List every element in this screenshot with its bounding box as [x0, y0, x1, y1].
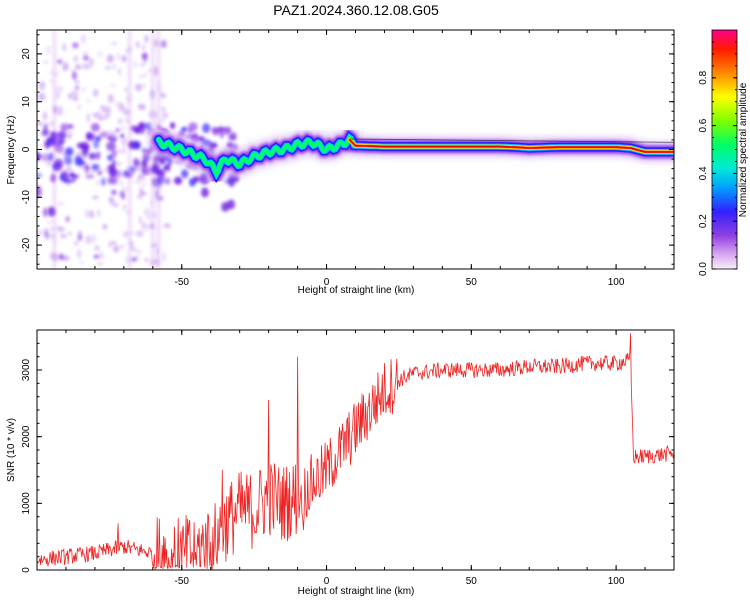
colorbar-label: Normalized spectral amplitude [738, 82, 749, 217]
spectrogram-xlabel: Height of straight line (km) [298, 285, 415, 296]
colorbar-tick-label: 0.8 [698, 70, 709, 84]
snr-line [37, 333, 674, 570]
x-tick-label: -50 [175, 576, 190, 587]
snr-ylabel: SNR (10 * v/v) [6, 418, 17, 482]
spectrogram-heatmap [37, 30, 674, 269]
y-tick-label: 2000 [21, 425, 32, 448]
y-tick-label: 3000 [21, 358, 32, 381]
colorbar-tick-label: 0.6 [698, 118, 709, 132]
x-tick-label: 100 [608, 277, 625, 288]
snr-plot [37, 333, 674, 570]
y-tick-label: -10 [21, 190, 32, 205]
spectrogram-panel: -50 0 50 100 -20 -10 0 10 20 Height of straight … [6, 29, 675, 296]
colorbar-tick-label: 0.0 [698, 262, 709, 276]
y-tick-label: 0 [21, 567, 32, 573]
x-tick-label: 50 [466, 576, 478, 587]
colorbar-tick-label: 0.2 [698, 214, 709, 228]
x-tick-label: 0 [324, 277, 330, 288]
y-tick-label: -20 [21, 237, 32, 252]
y-tick-label: 10 [21, 96, 32, 108]
chart-title: PAZ1.2024.360.12.08.G05 [273, 2, 439, 18]
y-tick-label: 1000 [21, 492, 32, 515]
spectrogram-ridge [147, 121, 674, 197]
colorbar-gradient [711, 29, 738, 270]
spectrogram-ylabel: Frequency (Hz) [6, 116, 17, 185]
x-tick-label: 100 [608, 576, 625, 587]
x-tick-label: 0 [324, 576, 330, 587]
snr-xlabel: Height of straight line (km) [298, 586, 415, 597]
colorbar-tick-label: 0.4 [698, 166, 709, 180]
x-tick-label: -50 [175, 277, 190, 288]
colorbar-ticks: 0.0 0.2 0.4 0.6 0.8 [698, 41, 737, 276]
y-tick-label: 20 [21, 48, 32, 60]
spectrogram-streak [127, 30, 132, 269]
spectrogram-streak [52, 30, 57, 269]
y-tick-label: 0 [21, 146, 32, 152]
spectrogram-axes: -50 0 50 100 -20 -10 0 10 20 [21, 30, 675, 288]
colorbar: 0.0 0.2 0.4 0.6 0.8 Normalized spectral ampl… [698, 29, 749, 276]
x-tick-label: 50 [466, 277, 478, 288]
